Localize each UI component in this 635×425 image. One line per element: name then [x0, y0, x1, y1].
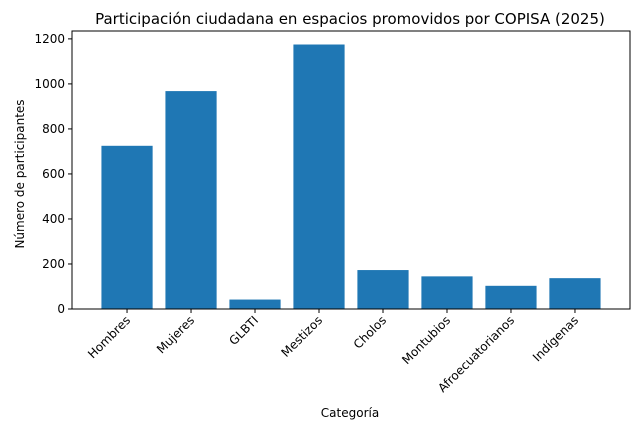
x-axis-ticks: Hombres Mujeres GLBTI Mestizos Cholos Montubi…	[85, 309, 581, 395]
bar-montubios	[421, 276, 473, 309]
x-tick-label: Mestizos	[279, 313, 326, 360]
bar-cholos	[357, 270, 409, 309]
chart-title: Participación ciudadana en espacios prom…	[95, 10, 605, 28]
bar-afroecuatorianos	[485, 285, 537, 309]
y-tick-label: 800	[42, 122, 65, 136]
y-axis-label: Número de participantes	[13, 99, 27, 248]
bar-mestizos	[293, 44, 345, 309]
x-tick-label: Indígenas	[530, 313, 581, 364]
bar-indígenas	[549, 278, 601, 309]
x-tick-label: Mujeres	[154, 313, 197, 356]
bar-hombres	[101, 145, 153, 309]
y-tick-label: 200	[42, 257, 65, 271]
x-tick-label: GLBTI	[226, 313, 261, 348]
x-axis-label: Categoría	[321, 406, 379, 420]
bars-group	[101, 44, 601, 309]
x-tick-label: Cholos	[351, 313, 389, 351]
bar-mujeres	[165, 91, 217, 309]
y-tick-label: 1000	[34, 77, 65, 91]
y-tick-label: 1200	[34, 32, 65, 46]
x-tick-label: Montubios	[399, 313, 453, 367]
x-tick-label: Hombres	[85, 313, 133, 361]
y-tick-label: 400	[42, 212, 65, 226]
y-tick-label: 600	[42, 167, 65, 181]
bar-glbti	[229, 299, 281, 309]
y-tick-label: 0	[57, 302, 65, 316]
plot-frame	[71, 30, 631, 310]
y-axis-ticks: 0 200 400 600 800 1000 1200	[34, 32, 72, 316]
